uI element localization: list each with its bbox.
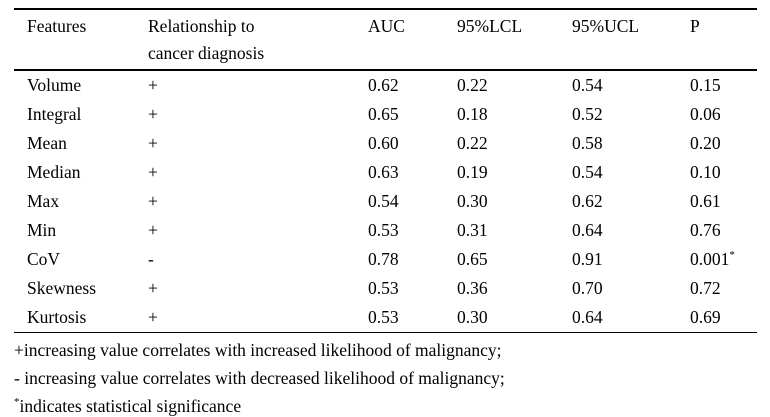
- cell-feature: CoV: [27, 249, 61, 269]
- cell-relationship: +: [148, 191, 158, 211]
- cell-95lcl: 0.22: [457, 133, 488, 153]
- cell-feature: Median: [27, 162, 81, 182]
- cell-95lcl: 0.65: [457, 249, 488, 269]
- cell-feature: Min: [27, 220, 57, 240]
- table-row-integral: Integral + 0.65 0.18 0.52 0.06: [14, 100, 757, 129]
- cell-95lcl: 0.22: [457, 75, 488, 95]
- table-row-mean: Mean + 0.60 0.22 0.58 0.20: [14, 129, 757, 158]
- cell-auc: 0.78: [368, 249, 399, 269]
- table-row-volume: Volume + 0.62 0.22 0.54 0.15: [14, 70, 757, 100]
- footnote-plus: +increasing value correlates with increa…: [14, 340, 502, 360]
- table-footnotes: +increasing value correlates with increa…: [14, 333, 757, 417]
- cell-auc: 0.53: [368, 278, 399, 298]
- cell-95ucl: 0.58: [572, 133, 603, 153]
- cell-p: 0.69: [690, 303, 757, 333]
- significance-asterisk: *: [729, 249, 735, 262]
- cell-95ucl: 0.64: [572, 220, 603, 240]
- col-header-95ucl: 95%UCL: [572, 9, 690, 71]
- cell-p: 0.06: [690, 100, 757, 129]
- cell-95ucl: 0.91: [572, 249, 603, 269]
- col-header-auc: AUC: [368, 9, 457, 71]
- table-row-min: Min + 0.53 0.31 0.64 0.76: [14, 216, 757, 245]
- footnote-minus: - increasing value correlates with decre…: [14, 368, 505, 388]
- table-row-skewness: Skewness + 0.53 0.36 0.70 0.72: [14, 274, 757, 303]
- significance-asterisk: *: [14, 396, 20, 409]
- p-value: 0.001: [690, 249, 730, 269]
- cell-95lcl: 0.36: [457, 278, 488, 298]
- cell-95lcl: 0.18: [457, 104, 488, 124]
- cell-auc: 0.63: [368, 162, 399, 182]
- cell-feature: Kurtosis: [14, 303, 148, 333]
- cell-relationship: +: [148, 162, 158, 182]
- cell-relationship: +: [148, 104, 158, 124]
- cell-p: 0.001*: [690, 245, 757, 274]
- table-row-median: Median + 0.63 0.19 0.54 0.10: [14, 158, 757, 187]
- col-header-relationship-line2: cancer diagnosis: [148, 43, 265, 63]
- cell-feature: Max: [27, 191, 60, 211]
- cell-feature: Mean: [27, 133, 67, 153]
- cell-feature: Volume: [27, 75, 82, 95]
- cell-95ucl: 0.62: [572, 191, 603, 211]
- col-header-relationship: Relationship to cancer diagnosis: [148, 9, 368, 71]
- cell-auc: 0.54: [368, 191, 399, 211]
- cell-95lcl: 0.31: [457, 220, 488, 240]
- table-row-max: Max + 0.54 0.30 0.62 0.61: [14, 187, 757, 216]
- cell-auc: 0.60: [368, 133, 399, 153]
- cell-p: 0.76: [690, 216, 757, 245]
- cell-auc: 0.53: [368, 220, 399, 240]
- col-header-p: P: [690, 9, 757, 71]
- cell-relationship: +: [148, 303, 368, 333]
- cell-auc: 0.65: [368, 104, 399, 124]
- cell-95ucl: 0.70: [572, 278, 603, 298]
- p-value: 0.20: [690, 133, 721, 153]
- col-header-features: Features: [14, 9, 148, 71]
- col-header-95lcl: 95%LCL: [457, 9, 572, 71]
- cell-auc: 0.53: [368, 303, 457, 333]
- cell-95ucl: 0.54: [572, 162, 603, 182]
- col-header-features-label: Features: [27, 16, 87, 36]
- cell-p: 0.10: [690, 158, 757, 187]
- table-row-cov: CoV - 0.78 0.65 0.91 0.001*: [14, 245, 757, 274]
- footnote-asterisk-text: indicates statistical significance: [19, 396, 242, 416]
- cell-relationship: -: [148, 249, 154, 269]
- cell-95lcl: 0.30: [457, 303, 572, 333]
- cell-relationship: +: [148, 75, 158, 95]
- cell-95ucl: 0.54: [572, 75, 603, 95]
- cell-relationship: +: [148, 220, 158, 240]
- cell-feature: Skewness: [27, 278, 97, 298]
- table-body: Volume + 0.62 0.22 0.54 0.15 Integral + …: [14, 70, 757, 333]
- cell-95ucl: 0.52: [572, 104, 603, 124]
- p-value: 0.61: [690, 191, 721, 211]
- cell-95lcl: 0.19: [457, 162, 488, 182]
- p-value: 0.10: [690, 162, 721, 182]
- p-value: 0.15: [690, 75, 721, 95]
- p-value: 0.76: [690, 220, 721, 240]
- results-table-container: Features Relationship to cancer diagnosi…: [14, 8, 757, 417]
- cell-p: 0.15: [690, 70, 757, 100]
- cell-p: 0.61: [690, 187, 757, 216]
- cell-feature: Integral: [27, 104, 82, 124]
- cell-auc: 0.62: [368, 75, 399, 95]
- results-table: Features Relationship to cancer diagnosi…: [14, 8, 757, 333]
- cell-relationship: +: [148, 133, 158, 153]
- cell-relationship: +: [148, 278, 158, 298]
- footnote-asterisk: *indicates statistical significance: [14, 392, 757, 417]
- p-value: 0.69: [690, 307, 721, 327]
- header-row: Features Relationship to cancer diagnosi…: [14, 9, 757, 71]
- cell-95lcl: 0.30: [457, 191, 488, 211]
- p-value: 0.72: [690, 278, 721, 298]
- col-header-relationship-line1: Relationship to: [148, 16, 255, 36]
- table-header: Features Relationship to cancer diagnosi…: [14, 9, 757, 71]
- cell-p: 0.72: [690, 274, 757, 303]
- table-row-kurtosis: Kurtosis + 0.53 0.30 0.64 0.69: [14, 303, 757, 333]
- p-value: 0.06: [690, 104, 721, 124]
- cell-p: 0.20: [690, 129, 757, 158]
- cell-95ucl: 0.64: [572, 303, 690, 333]
